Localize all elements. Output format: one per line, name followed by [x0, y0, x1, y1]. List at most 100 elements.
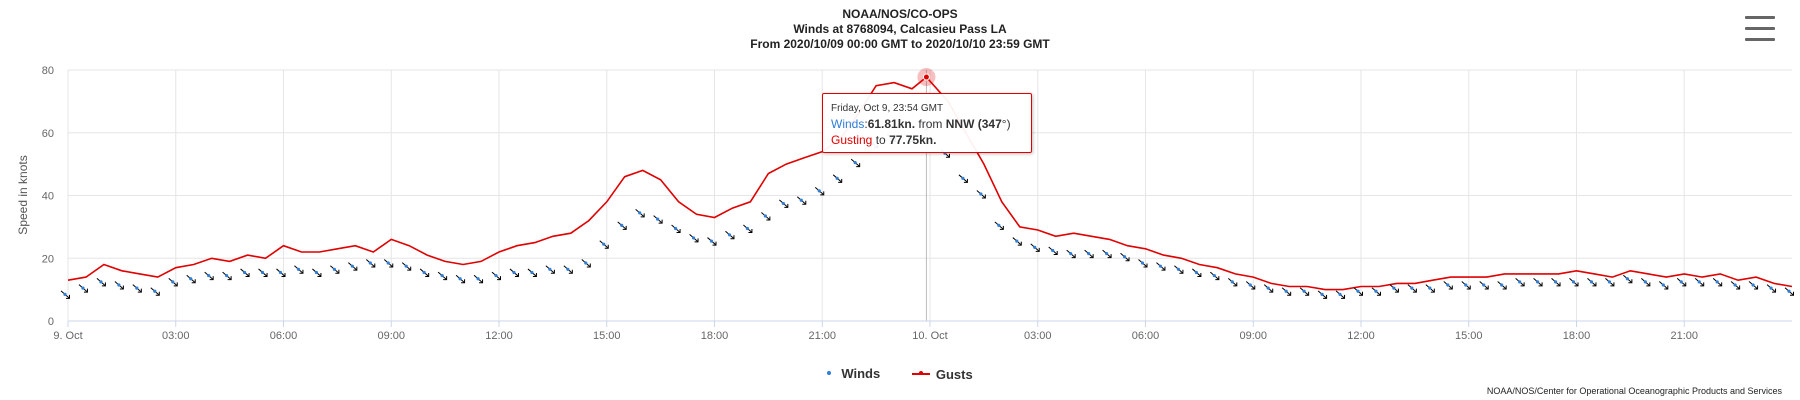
arrow-head-icon [1592, 282, 1597, 287]
winds-point [1497, 281, 1507, 290]
tooltip-direction: NNW (347 [945, 117, 1002, 131]
arrow-head-icon [604, 244, 609, 249]
winds-point [1784, 287, 1794, 296]
legend-item-gusts[interactable]: Gusts [911, 366, 973, 382]
arrow-head-icon [1359, 291, 1363, 296]
winds-point [132, 284, 142, 293]
winds-marker [278, 270, 283, 275]
arrow-head-icon [1035, 247, 1040, 252]
winds-point [401, 262, 412, 271]
winds-marker [422, 270, 426, 275]
winds-marker [584, 261, 588, 265]
highlight-point [922, 73, 930, 81]
winds-marker [1607, 280, 1612, 284]
chart-subtitle-range: From 2020/10/09 00:00 GMT to 2020/10/10 … [750, 37, 1050, 51]
winds-marker [1140, 261, 1145, 265]
arrow-head-icon [1502, 285, 1507, 290]
arrow-head-icon [497, 276, 501, 281]
arrow-head-icon [317, 272, 322, 277]
winds-marker [135, 286, 139, 290]
winds-marker [1356, 289, 1360, 293]
winds-marker [1733, 283, 1737, 287]
winds-marker [117, 283, 121, 287]
arrow-head-icon [1718, 282, 1723, 287]
winds-point [1587, 277, 1597, 287]
winds-marker [620, 223, 624, 227]
legend-item-winds[interactable]: Winds [827, 366, 880, 381]
winds-marker [979, 192, 983, 196]
winds-point [1102, 249, 1112, 259]
chart-menu-button[interactable] [1745, 16, 1775, 44]
winds-point [1156, 262, 1166, 271]
winds-marker [1553, 280, 1558, 284]
arrow-head-icon [766, 216, 771, 221]
legend-label-gusts: Gusts [935, 366, 973, 382]
y-tick-label: 60 [42, 128, 54, 140]
winds-point [796, 196, 807, 205]
y-tick-label: 20 [42, 253, 54, 265]
winds-marker [1535, 280, 1540, 284]
winds-marker [99, 280, 103, 284]
winds-point [240, 268, 250, 277]
winds-marker [1715, 280, 1719, 284]
x-tick-label: 03:00 [1024, 330, 1052, 342]
winds-point [1658, 281, 1669, 290]
winds-point [1443, 281, 1453, 290]
winds-point [1030, 243, 1040, 252]
winds-point [150, 287, 160, 296]
arrow-head-icon [1143, 263, 1148, 268]
winds-point [814, 186, 825, 196]
arrow-head-icon [335, 269, 340, 274]
winds-marker [81, 286, 85, 290]
winds-point [1641, 277, 1651, 287]
winds-point [1335, 290, 1346, 299]
arrow-head-icon [658, 219, 663, 224]
winds-marker [1751, 283, 1755, 287]
winds-point [1676, 277, 1687, 287]
arrow-head-icon [586, 263, 591, 268]
y-tick-label: 80 [42, 65, 54, 77]
arrow-head-icon [1520, 282, 1525, 287]
arrow-head-icon [1538, 282, 1543, 287]
winds-point [96, 277, 106, 287]
arrow-head-icon [1161, 266, 1166, 271]
winds-point [545, 265, 555, 274]
arrow-head-icon [568, 269, 573, 274]
winds-point [1425, 284, 1435, 293]
winds-point [258, 268, 268, 277]
tooltip-time: Friday, Oct 9, 23:54 GMT [831, 103, 944, 114]
arrow-head-icon [730, 235, 735, 240]
arrow-head-icon [1017, 241, 1022, 246]
winds-marker [440, 273, 444, 278]
arrow-head-icon [694, 238, 699, 243]
arrow-head-icon [550, 269, 555, 274]
arrow-head-icon [1682, 282, 1687, 287]
winds-marker [1302, 289, 1306, 293]
arrow-head-icon [1197, 272, 1202, 277]
winds-point [1066, 249, 1076, 259]
x-tick-label: 18:00 [1563, 330, 1591, 342]
chart-subtitle-station: Winds at 8768094, Calcasieu Pass LA [793, 22, 1007, 36]
x-tick-label: 03:00 [162, 330, 190, 342]
winds-point [78, 284, 88, 293]
winds-point [653, 215, 663, 224]
chart-title: NOAA/NOS/CO-OPS [842, 7, 958, 21]
arrow-head-icon [981, 194, 986, 199]
arrow-head-icon [425, 272, 430, 277]
winds-marker [1679, 280, 1683, 284]
winds-point [1317, 290, 1328, 299]
arrow-head-icon [1089, 254, 1094, 259]
winds-marker [638, 211, 642, 215]
winds-marker [368, 261, 372, 265]
arrow-head-icon [514, 272, 519, 277]
winds-point [1138, 259, 1148, 268]
winds-marker [1787, 289, 1791, 293]
arrow-head-icon [1484, 285, 1489, 290]
arrow-head-icon [66, 294, 70, 299]
winds-marker [997, 223, 1001, 227]
arrow-head-icon [1664, 285, 1669, 290]
arrow-head-icon [1071, 254, 1076, 259]
arrow-head-icon [963, 178, 968, 183]
winds-point [617, 221, 627, 230]
winds-point [1569, 277, 1579, 287]
